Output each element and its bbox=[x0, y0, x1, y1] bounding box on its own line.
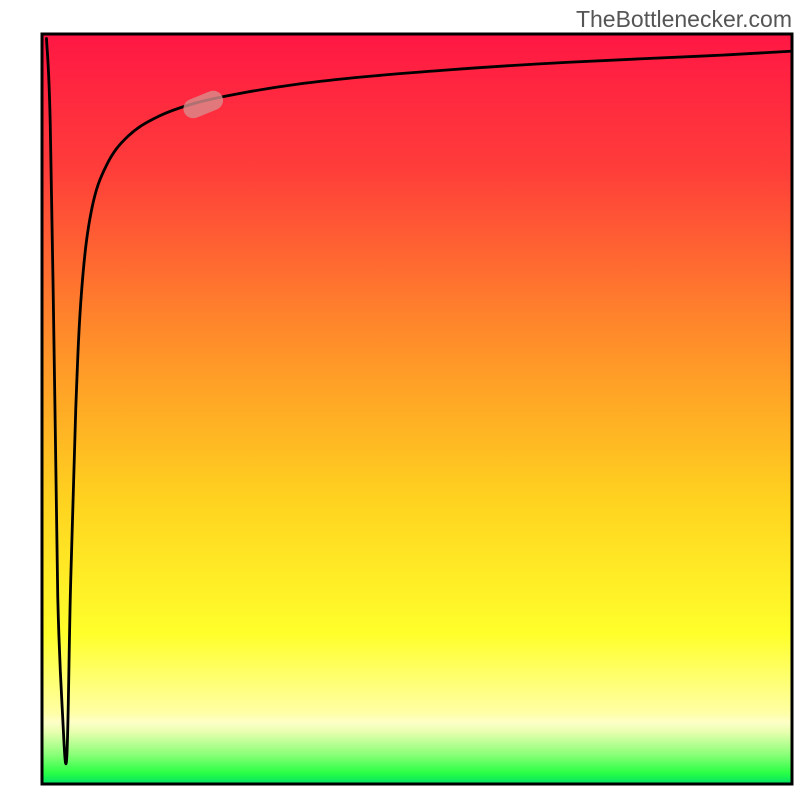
bottleneck-chart bbox=[0, 0, 800, 800]
attribution-label: TheBottlenecker.com bbox=[576, 6, 792, 33]
chart-container: TheBottlenecker.com bbox=[0, 0, 800, 800]
plot-background bbox=[42, 34, 792, 784]
